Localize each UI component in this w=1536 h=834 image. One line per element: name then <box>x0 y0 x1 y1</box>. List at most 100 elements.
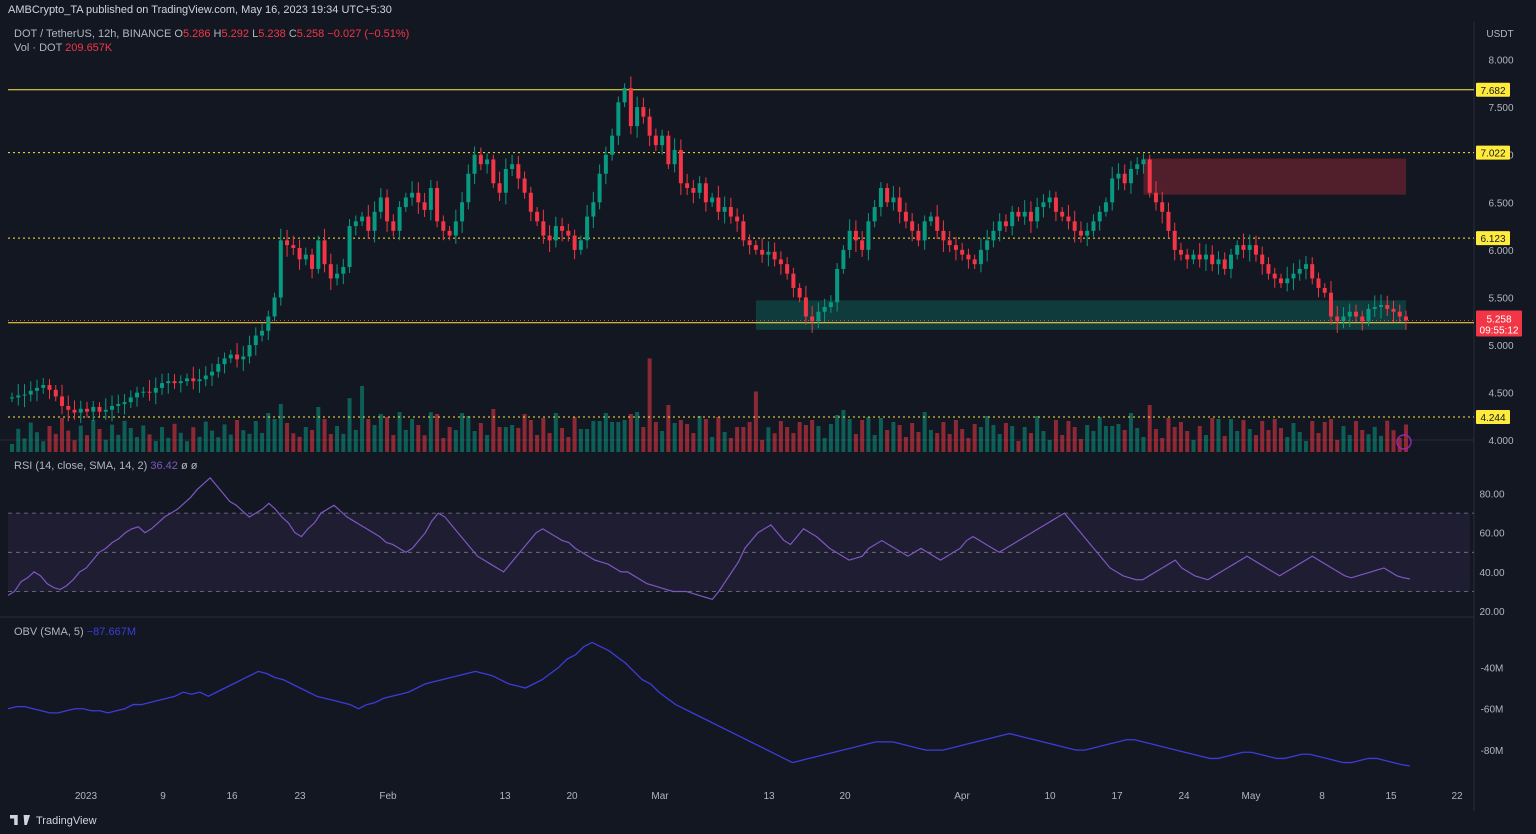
candle-body <box>553 226 558 241</box>
volume-bar <box>391 435 396 452</box>
candle-body <box>78 408 83 413</box>
volume-bar <box>872 435 877 452</box>
candle-body <box>122 402 127 405</box>
volume-bar <box>516 428 521 452</box>
candle-body <box>1297 268 1302 274</box>
candle-body <box>1128 168 1133 184</box>
candle-body <box>385 197 390 222</box>
candle-body <box>260 330 265 336</box>
candle-body <box>785 264 790 274</box>
volume-bar <box>466 416 471 452</box>
volume-bar <box>691 433 696 452</box>
volume-bar <box>1378 435 1383 452</box>
candle-body <box>316 240 321 269</box>
volume-bar <box>122 420 127 452</box>
candle-body <box>216 364 221 372</box>
volume-bar <box>672 423 677 452</box>
low-value: 5.238 <box>258 28 286 40</box>
candle-body <box>735 216 740 222</box>
candle-body <box>141 391 146 393</box>
volume-bar <box>366 419 371 452</box>
candle-body <box>410 192 415 198</box>
candle-body <box>1235 245 1240 255</box>
volume-bar <box>803 425 808 452</box>
volume-bar <box>216 437 221 452</box>
volume-bar <box>322 419 327 452</box>
candle-body <box>685 183 690 189</box>
volume-bar <box>1085 425 1090 452</box>
candle-body <box>1253 245 1258 255</box>
volume-bar <box>1160 438 1165 452</box>
volume-legend: Vol · DOT 209.657K <box>14 42 112 54</box>
volume-bar <box>628 414 633 452</box>
volume-bar <box>1222 436 1227 452</box>
volume-bar <box>166 437 171 452</box>
low-key: L <box>252 28 259 40</box>
volume-bar <box>1060 435 1065 452</box>
candle-body <box>560 226 565 231</box>
volume-bar <box>1103 426 1108 452</box>
volume-value: 209.657K <box>65 42 113 54</box>
candle-body <box>1222 259 1227 269</box>
volume-bar <box>260 433 265 452</box>
tv-logo-icon-dot <box>23 815 30 825</box>
candle-body <box>647 116 652 136</box>
candle-body <box>1303 264 1308 269</box>
chart-canvas[interactable]: USDT8.0007.5007.0006.5006.0005.5005.0004… <box>0 22 1536 811</box>
volume-bar <box>278 404 283 452</box>
volume-bar <box>847 419 852 452</box>
volume-bar <box>703 419 708 452</box>
obv-tick-label: -40M <box>1481 663 1504 674</box>
volume-bar <box>1028 433 1033 452</box>
volume-bar <box>385 417 390 452</box>
candle-body <box>510 164 515 169</box>
volume-bar <box>47 426 52 452</box>
candle-body <box>1335 316 1340 322</box>
candle-body <box>1366 308 1371 322</box>
candle-body <box>797 287 802 298</box>
candle-body <box>135 392 140 398</box>
candle-body <box>903 211 908 222</box>
obv-line <box>7 641 1411 767</box>
tradingview-logo[interactable]: TradingView <box>10 815 97 827</box>
volume-bar <box>1135 428 1140 452</box>
candle-body <box>541 221 546 236</box>
volume-bar <box>35 432 40 452</box>
volume-bar <box>710 437 715 452</box>
volume-bar <box>266 413 271 452</box>
candle-body <box>1266 264 1271 274</box>
candle-body <box>172 381 177 384</box>
volume-bar <box>1016 441 1021 452</box>
volume-bar <box>766 427 771 452</box>
volume-bar <box>978 427 983 452</box>
candle-body <box>453 221 458 236</box>
volume-bar <box>1210 418 1215 452</box>
volume-bar <box>541 418 546 452</box>
candle-body <box>953 245 958 250</box>
volume-bar <box>141 425 146 452</box>
candle-body <box>472 154 477 174</box>
candle-body <box>116 404 121 406</box>
volume-bar <box>853 434 858 452</box>
candle-body <box>960 249 965 255</box>
volume-bar <box>478 423 483 452</box>
candle-body <box>747 240 752 246</box>
volume-bar <box>1053 420 1058 452</box>
volume-bar <box>1310 421 1315 452</box>
candle-body <box>478 154 483 165</box>
candle-body <box>272 297 277 317</box>
candle-body <box>791 273 796 288</box>
candle-body <box>397 207 402 231</box>
candle-body <box>1285 278 1290 284</box>
volume-bar <box>491 409 496 452</box>
volume-bar <box>1353 421 1358 452</box>
close-value: 5.258 <box>296 28 325 40</box>
candle-body <box>928 216 933 222</box>
volume-bar <box>647 358 652 452</box>
volume-bar <box>1385 420 1390 452</box>
volume-bar <box>1303 441 1308 452</box>
volume-bar <box>810 420 815 452</box>
bullish-zone <box>755 300 1406 330</box>
volume-bar <box>1116 424 1121 452</box>
candle-body <box>403 197 408 208</box>
